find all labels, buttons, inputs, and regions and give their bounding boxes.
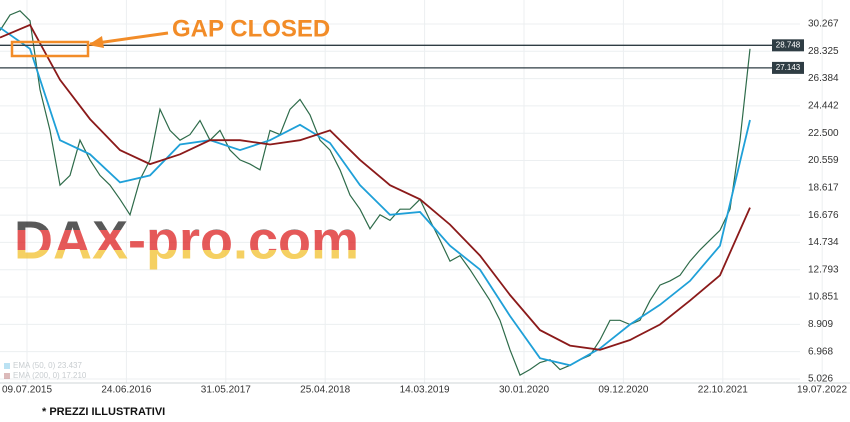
x-tick-label: 09.12.2020 <box>598 385 648 396</box>
level-label: 27.143 <box>776 63 801 72</box>
x-tick-label: 19.07.2022 <box>797 385 847 396</box>
series-line <box>0 23 751 351</box>
legend-label: EMA (50, 0) 23.437 <box>13 361 82 370</box>
y-tick-label: 30.267 <box>808 19 839 30</box>
y-tick-label: 24.442 <box>808 101 839 112</box>
x-tick-label: 30.01.2020 <box>499 385 549 396</box>
level-tag <box>772 39 804 52</box>
y-tick-label: 5.026 <box>808 374 833 385</box>
y-tick-label: 10.851 <box>808 292 839 303</box>
gap-box <box>10 40 90 58</box>
x-tick-label: 31.05.2017 <box>201 385 251 396</box>
y-tick-label: 18.617 <box>808 182 839 193</box>
level-label: 28.748 <box>776 40 801 49</box>
series-line <box>0 26 751 367</box>
legend-swatch <box>4 363 10 369</box>
x-tick-label: 25.04.2018 <box>300 385 350 396</box>
legend-label: EMA (200, 0) 17.210 <box>13 371 87 380</box>
plot <box>0 10 772 376</box>
footnote: * PREZZI ILLUSTRATIVI <box>42 406 165 418</box>
y-tick-label: 16.676 <box>808 210 839 221</box>
grid <box>0 0 823 383</box>
arrow-head <box>88 36 104 48</box>
y-tick-label: 28.325 <box>808 46 839 57</box>
x-tick-label: 14.03.2019 <box>400 385 450 396</box>
y-tick-label: 22.500 <box>808 128 839 139</box>
x-tick-label: 24.06.2016 <box>101 385 151 396</box>
y-tick-label: 26.384 <box>808 73 839 84</box>
series-line <box>0 10 751 376</box>
y-tick-label: 6.968 <box>808 346 833 357</box>
x-tick-label: 22.10.2021 <box>698 385 748 396</box>
y-tick-label: 12.793 <box>808 264 839 275</box>
level-tag <box>772 61 804 74</box>
y-tick-label: 14.734 <box>808 237 839 248</box>
x-tick-label: 09.07.2015 <box>2 385 52 396</box>
legend-swatch <box>4 373 10 379</box>
y-tick-label: 20.559 <box>808 155 839 166</box>
watermark: DAX-pro.com <box>14 210 359 270</box>
y-tick-label: 8.909 <box>808 319 833 330</box>
annotation: GAP CLOSED <box>172 15 330 42</box>
